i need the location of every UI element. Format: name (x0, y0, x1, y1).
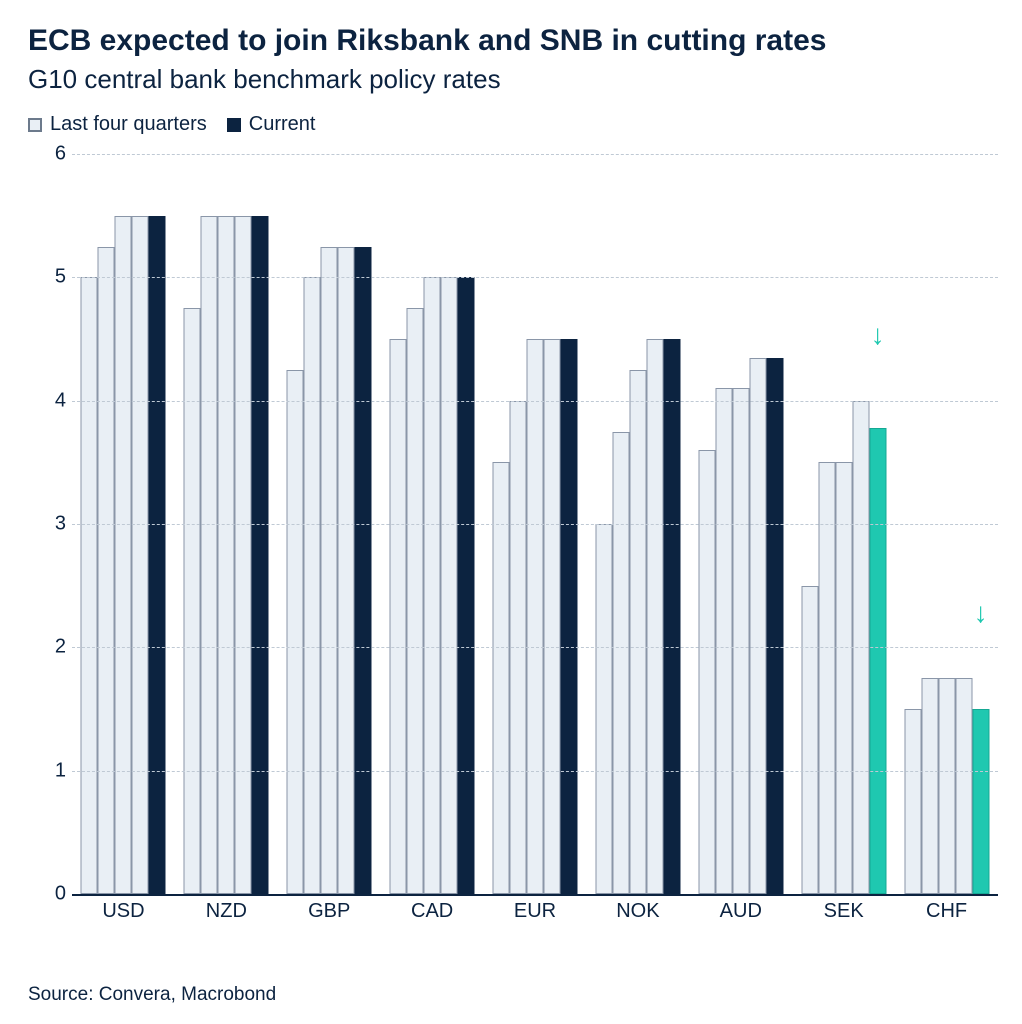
bar-past (201, 216, 218, 894)
bar-current (663, 339, 680, 894)
gridline (72, 401, 998, 402)
bar-past (390, 339, 407, 894)
bar-current (149, 216, 166, 894)
bar-past (98, 247, 115, 895)
y-tick-label: 1 (36, 759, 66, 782)
bar-past (955, 678, 972, 894)
x-tick-label: USD (72, 900, 175, 923)
bar-past (235, 216, 252, 894)
chart-page: ECB expected to join Riksbank and SNB in… (0, 0, 1022, 1024)
bar-current (561, 339, 578, 894)
bar-current (766, 358, 783, 895)
bar-past (115, 216, 132, 894)
y-tick-label: 3 (36, 513, 66, 536)
bar-past (835, 462, 852, 894)
x-tick-label: CHF (895, 900, 998, 923)
gridline (72, 277, 998, 278)
bar-past (698, 450, 715, 894)
bar-past (612, 432, 629, 895)
source-line: Source: Convera, Macrobond (28, 984, 276, 1006)
bar-past (441, 277, 458, 894)
y-tick-label: 6 (36, 143, 66, 166)
bar-current (355, 247, 372, 895)
bar-past (321, 247, 338, 895)
bar-past (732, 388, 749, 894)
bar-current (252, 216, 269, 894)
x-tick-label: CAD (381, 900, 484, 923)
legend-item-current: Current (227, 113, 316, 136)
bar-past (629, 370, 646, 894)
bar-past (184, 308, 201, 894)
bar-past (646, 339, 663, 894)
bar-past (407, 308, 424, 894)
x-axis-labels: USDNZDGBPCADEURNOKAUDSEKCHF (72, 900, 998, 923)
bar-past (938, 678, 955, 894)
bar-past (818, 462, 835, 894)
gridline (72, 524, 998, 525)
bar-current (869, 428, 886, 894)
bar-past (904, 709, 921, 894)
gridline (72, 154, 998, 155)
bar-past (801, 586, 818, 894)
bar-past (338, 247, 355, 895)
plot-region: ↓↓ (72, 154, 998, 896)
y-tick-label: 0 (36, 883, 66, 906)
x-tick-label: NZD (175, 900, 278, 923)
y-tick-label: 4 (36, 389, 66, 412)
chart-area: ↓↓ USDNZDGBPCADEURNOKAUDSEKCHF 0123456 (32, 154, 998, 930)
chart-subtitle: G10 central bank benchmark policy rates (28, 64, 1004, 95)
bar-past (715, 388, 732, 894)
legend-swatch-current (227, 118, 241, 132)
bar-past (749, 358, 766, 895)
bar-past (921, 678, 938, 894)
y-tick-label: 5 (36, 266, 66, 289)
legend-label-current: Current (249, 113, 316, 136)
legend-swatch-past (28, 118, 42, 132)
x-tick-label: GBP (278, 900, 381, 923)
legend: Last four quarters Current (28, 113, 1004, 136)
legend-label-past: Last four quarters (50, 113, 207, 136)
bar-past (527, 339, 544, 894)
bar-past (81, 277, 98, 894)
bar-past (493, 462, 510, 894)
bar-past (218, 216, 235, 894)
bar-current (458, 277, 475, 894)
bar-past (595, 524, 612, 894)
x-tick-label: AUD (689, 900, 792, 923)
bar-past (544, 339, 561, 894)
x-tick-label: EUR (484, 900, 587, 923)
gridline (72, 771, 998, 772)
y-tick-label: 2 (36, 636, 66, 659)
bar-past (132, 216, 149, 894)
legend-item-past: Last four quarters (28, 113, 207, 136)
gridline (72, 647, 998, 648)
bar-past (287, 370, 304, 894)
x-tick-label: NOK (586, 900, 689, 923)
bar-past (424, 277, 441, 894)
chart-title: ECB expected to join Riksbank and SNB in… (28, 24, 1004, 58)
bar-current (972, 709, 989, 894)
x-tick-label: SEK (792, 900, 895, 923)
bar-past (304, 277, 321, 894)
